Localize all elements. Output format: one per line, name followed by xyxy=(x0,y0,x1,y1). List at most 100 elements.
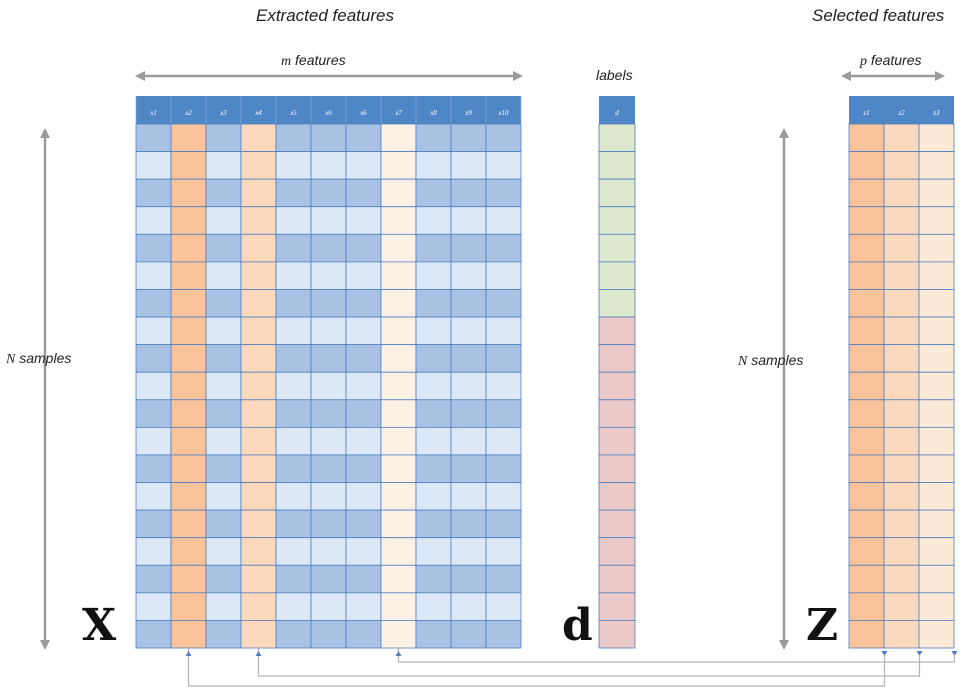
matrix-x-cell xyxy=(205,620,242,649)
n-samples-left-text: samples xyxy=(15,350,72,366)
matrix-x-cell xyxy=(205,537,242,566)
matrix-d-cell xyxy=(598,426,636,456)
matrix-x-cell xyxy=(170,178,207,208)
matrix-x-cell xyxy=(450,509,487,539)
matrix-z-cell xyxy=(883,151,920,180)
matrix-x-cell xyxy=(170,316,207,346)
matrix-x-cell xyxy=(170,123,207,152)
matrix-z-cell xyxy=(883,261,920,290)
matrix-x-cell xyxy=(415,399,452,428)
matrix-x-header-9: x8 xyxy=(429,109,437,117)
matrix-z-letter: Z xyxy=(806,600,839,651)
matrix-x-cell xyxy=(415,482,452,511)
matrix-d-cell xyxy=(598,344,636,373)
matrix-d-cell xyxy=(598,454,636,483)
matrix-x-cell xyxy=(135,454,172,483)
matrix-x-cell xyxy=(170,454,207,483)
matrix-x-cell xyxy=(205,289,242,318)
matrix-z: z1 z2 z3 xyxy=(848,96,955,649)
matrix-x-cell xyxy=(345,206,382,235)
matrix-x-header-4: x4 xyxy=(254,109,262,117)
matrix-x-cell xyxy=(205,454,242,483)
matrix-x-cell xyxy=(415,206,452,235)
matrix-x-cell xyxy=(170,482,207,511)
matrix-x-cell xyxy=(310,261,347,290)
matrix-z-cell xyxy=(918,233,955,263)
matrix-x-cell xyxy=(380,178,417,208)
matrix-x-cell xyxy=(380,509,417,539)
matrix-x-cell xyxy=(310,371,347,401)
matrix-x-cell xyxy=(415,426,452,456)
matrix-x-cell xyxy=(415,178,452,208)
matrix-x-cell xyxy=(275,454,312,483)
matrix-x-cell xyxy=(170,233,207,263)
matrix-x-cell xyxy=(345,371,382,401)
matrix-x-cell xyxy=(310,482,347,511)
matrix-x-cell xyxy=(240,289,277,318)
matrix-x-cell xyxy=(310,454,347,483)
matrix-x-cell xyxy=(415,509,452,539)
matrix-z-cell xyxy=(918,123,955,152)
matrix-x-cell xyxy=(135,537,172,566)
matrix-x-cell xyxy=(485,316,522,346)
matrix-x-header-bar xyxy=(136,96,521,124)
labels-caption: labels xyxy=(596,67,633,83)
matrix-x-header-2: x2 xyxy=(184,109,192,117)
matrix-d-cell xyxy=(598,371,636,401)
matrix-x-cell xyxy=(380,482,417,511)
matrix-x-cell xyxy=(415,537,452,566)
matrix-x-cell xyxy=(240,620,277,649)
matrix-x-cell xyxy=(450,426,487,456)
matrix-x-cell xyxy=(380,316,417,346)
matrix-x-cell xyxy=(205,151,242,180)
matrix-x-cell xyxy=(450,316,487,346)
matrix-x-cell xyxy=(240,454,277,483)
matrix-x-cell xyxy=(450,151,487,180)
matrix-d-cell xyxy=(598,206,636,235)
matrix-x-cell xyxy=(170,592,207,621)
matrix-x-cell xyxy=(310,151,347,180)
matrix-x-cell xyxy=(170,509,207,539)
matrix-z-cell xyxy=(918,399,955,428)
matrix-x-cell xyxy=(275,509,312,539)
matrix-x-cell xyxy=(345,178,382,208)
matrix-x-cell xyxy=(450,261,487,290)
matrix-z-cell xyxy=(883,344,920,373)
matrix-d-header-bar xyxy=(599,96,635,124)
matrix-z-cell xyxy=(918,482,955,511)
matrix-x-cell xyxy=(485,426,522,456)
matrix-x-cell xyxy=(310,426,347,456)
matrix-x-cell xyxy=(485,620,522,649)
matrix-x-cell xyxy=(240,399,277,428)
connector-source-marker-2 xyxy=(255,651,262,656)
matrix-z-cell xyxy=(848,620,885,649)
matrix-z-cell xyxy=(918,178,955,208)
matrix-x-cell xyxy=(485,592,522,621)
matrix-x-cell xyxy=(170,261,207,290)
matrix-x-cell xyxy=(240,564,277,594)
matrix-x-header-7: x6 xyxy=(359,109,367,117)
matrix-x-cell xyxy=(135,289,172,318)
matrix-d-letter: d xyxy=(562,600,593,651)
matrix-x-cell xyxy=(485,206,522,235)
matrix-x-header-11: x10 xyxy=(497,109,509,117)
matrix-x: x1 x2 x3 x4 x5 x6 x6 x7 x8 x9 x10 xyxy=(135,96,522,649)
matrix-x-cell xyxy=(345,261,382,290)
matrix-x-cell xyxy=(380,399,417,428)
connector-line-2 xyxy=(257,648,921,677)
matrix-x-cell xyxy=(240,482,277,511)
matrix-x-cell xyxy=(135,592,172,621)
m-features-label: m features xyxy=(281,52,346,70)
matrix-z-cell xyxy=(848,454,885,483)
matrix-x-cell xyxy=(415,344,452,373)
matrix-z-cell xyxy=(848,592,885,621)
extracted-features-title: Extracted features xyxy=(256,6,394,25)
m-variable: m xyxy=(281,54,292,69)
matrix-z-cell xyxy=(918,261,955,290)
matrix-x-cell xyxy=(345,316,382,346)
matrix-x-cell xyxy=(310,399,347,428)
matrix-x-cell xyxy=(450,178,487,208)
matrix-z-cell xyxy=(918,426,955,456)
matrix-x-cell xyxy=(310,206,347,235)
matrix-x-cell xyxy=(275,289,312,318)
